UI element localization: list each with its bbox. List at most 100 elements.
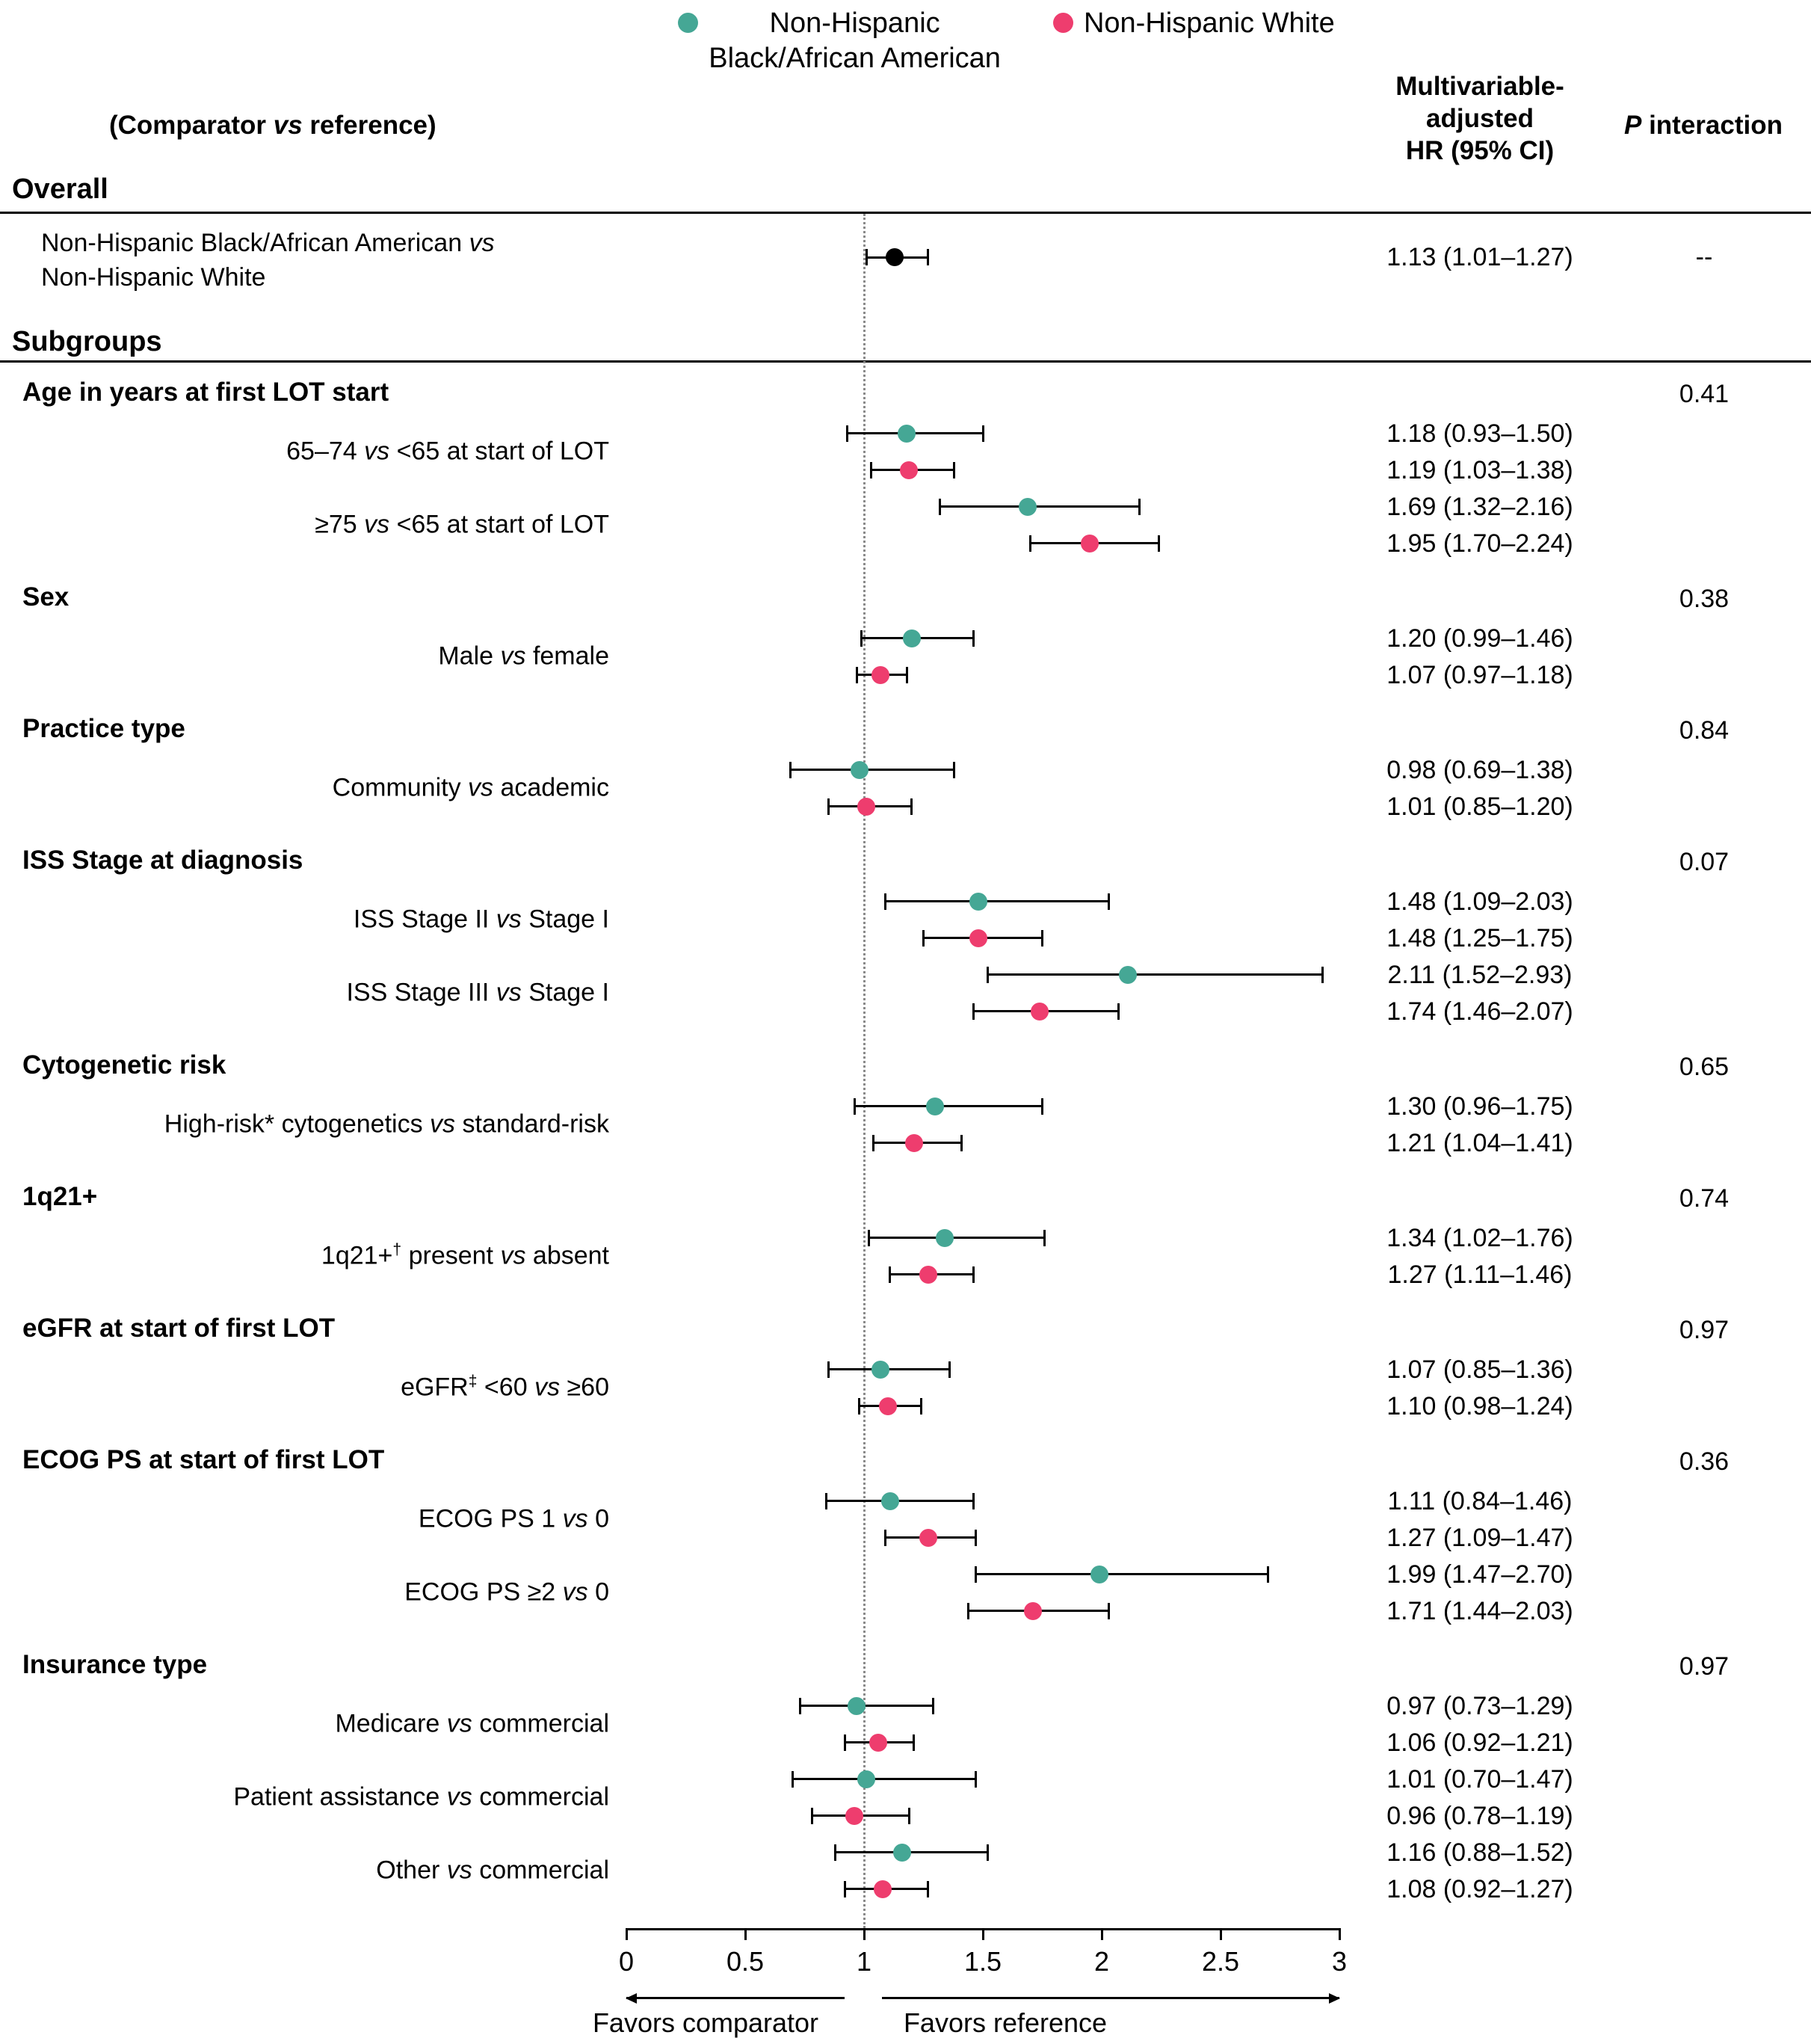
estimate-dot [871, 1360, 890, 1379]
confidence-interval-cap [972, 629, 975, 647]
legend-dot-teal-icon [678, 13, 699, 33]
hr-column-header: Multivariable-adjusted HR (95% CI) [1395, 72, 1564, 165]
estimate-dot [886, 248, 904, 266]
overall-row: Non-Hispanic Black/African American vs No… [0, 214, 1811, 318]
hr-value: 0.96 (0.78–1.19) [1386, 1801, 1573, 1830]
confidence-interval-cap [927, 1880, 930, 1897]
confidence-interval-cap [905, 666, 908, 683]
legend-dot-pink-icon [1052, 13, 1073, 33]
subgroup-header: ISS Stage at diagnosis [22, 846, 303, 875]
subgroup-header-row: ECOG PS at start of first LOT 0.36 [0, 1445, 1811, 1483]
confidence-interval-line [975, 1573, 1268, 1575]
estimate-dot [880, 1492, 899, 1510]
hr-value: 0.98 (0.69–1.38) [1386, 755, 1573, 784]
x-axis-tick [625, 1928, 628, 1940]
confidence-interval-cap [927, 249, 930, 265]
x-axis-tick-label: 0 [618, 1946, 635, 1977]
comparator-reference-header: (Comparator vs reference) [109, 111, 436, 140]
estimate-dot [850, 760, 869, 779]
confidence-interval-cap [907, 1807, 910, 1824]
x-axis-tick [1338, 1928, 1341, 1940]
subgroup-header: Sex [22, 582, 70, 612]
confidence-interval-cap [939, 498, 942, 515]
separator-line [0, 360, 1811, 363]
hr-value: 1.01 (0.70–1.47) [1386, 1764, 1573, 1794]
comparison-row: Medicare vs commercial 0.97 (0.73–1.29) 1.… [0, 1687, 1811, 1761]
plot-region: Non-Hispanic Black/African American vs No… [0, 214, 1811, 2044]
hr-value: 1.21 (1.04–1.41) [1386, 1128, 1573, 1157]
subgroup-header: Practice type [22, 714, 185, 743]
subgroup: eGFR at start of first LOT 0.97 eGFR‡ <60 … [0, 1314, 1811, 1424]
hr-value: 1.99 (1.47–2.70) [1386, 1560, 1573, 1589]
estimate-dot [1090, 1565, 1108, 1583]
subgroup-header-row: Sex 0.38 [0, 582, 1811, 620]
hr-value: 1.16 (0.88–1.52) [1386, 1838, 1573, 1867]
favors-comparator-arrow-icon [626, 1993, 845, 2004]
figure-header: Non-Hispanic Black/African American Non-… [0, 0, 1811, 212]
overall-section-label: Overall [12, 173, 108, 205]
hr-value: 1.01 (0.85–1.20) [1386, 792, 1573, 821]
subgroup-header-row: eGFR at start of first LOT 0.97 [0, 1314, 1811, 1351]
legend-label-line: Black/African American [709, 43, 1001, 74]
comparison-row: ISS Stage II vs Stage I 1.48 (1.09–2.03) 1… [0, 883, 1811, 956]
confidence-interval-cap [953, 761, 956, 778]
subgroup-rows: Age in years at first LOT start 0.41 65–74… [0, 363, 1811, 1907]
p-interaction-value: 0.84 [1679, 716, 1730, 745]
comparison-label: ≥75 vs <65 at start of LOT [315, 510, 609, 539]
hr-value: 1.48 (1.25–1.75) [1386, 923, 1573, 952]
hr-value: 1.18 (0.93–1.50) [1386, 419, 1573, 448]
comparison-row: ECOG PS ≥2 vs 0 1.99 (1.47–2.70) 1.71 (1.4… [0, 1556, 1811, 1629]
confidence-interval-cap [1043, 1229, 1046, 1246]
hr-value: 1.30 (0.96–1.75) [1386, 1092, 1573, 1121]
estimate-dot [904, 1133, 923, 1152]
x-axis-tick-label: 0.5 [726, 1946, 765, 1977]
subgroup: Sex 0.38 Male vs female 1.20 (0.99–1.46) 1.0… [0, 582, 1811, 693]
comparison-label: 1q21+† present vs absent [321, 1241, 609, 1270]
comparison-label: Medicare vs commercial [335, 1709, 609, 1738]
p-interaction-value: 0.97 [1679, 1316, 1730, 1344]
legend-label: Non-Hispanic Black/African American [709, 6, 1001, 76]
confidence-interval-cap [810, 1807, 813, 1824]
estimate-dot [869, 1733, 888, 1752]
confidence-interval-line [790, 769, 954, 771]
confidence-interval-cap [1267, 1566, 1270, 1583]
subgroup-header-row: Age in years at first LOT start 0.41 [0, 378, 1811, 415]
comparison-row: Other vs commercial 1.16 (0.88–1.52) 1.08 … [0, 1834, 1811, 1907]
estimate-dot [1019, 497, 1037, 516]
confidence-interval-cap [884, 893, 887, 910]
comparison-label: 65–74 vs <65 at start of LOT [286, 437, 609, 466]
p-interaction-value: -- [1695, 243, 1713, 271]
hr-value: 1.48 (1.09–2.03) [1386, 887, 1573, 916]
confidence-interval-cap [1108, 893, 1111, 910]
subgroup-header: ECOG PS at start of first LOT [22, 1445, 385, 1474]
confidence-interval-line [869, 1237, 1045, 1239]
hr-value: 1.69 (1.32–2.16) [1386, 492, 1573, 521]
confidence-interval-line [940, 505, 1140, 508]
comparison-row: Community vs academic 0.98 (0.69–1.38) 1.0… [0, 751, 1811, 825]
confidence-interval-cap [972, 1266, 975, 1283]
estimate-dot [845, 1806, 864, 1825]
p-interaction-value: 0.74 [1679, 1184, 1730, 1213]
comparison-label: ECOG PS ≥2 vs 0 [404, 1577, 609, 1607]
estimate-dot [902, 629, 921, 647]
favors-comparator-label: Favors comparator [592, 2007, 819, 2038]
subgroup: Cytogenetic risk 0.65 High-risk* cytogenet… [0, 1050, 1811, 1161]
p-interaction-value: 0.65 [1679, 1053, 1730, 1081]
subgroup-header: 1q21+ [22, 1182, 98, 1211]
comparison-row: Male vs female 1.20 (0.99–1.46) 1.07 (0.97… [0, 620, 1811, 693]
confidence-interval-line [792, 1778, 976, 1780]
x-axis-tick-label: 3 [1331, 1946, 1348, 1977]
estimate-dot [926, 1097, 945, 1115]
x-axis-tick-label: 1 [856, 1946, 872, 1977]
confidence-interval-cap [884, 1529, 887, 1546]
x-axis-tick [863, 1928, 866, 1940]
hr-value: 1.07 (0.85–1.36) [1386, 1355, 1573, 1384]
confidence-interval-cap [827, 1361, 830, 1378]
subgroup-header: Age in years at first LOT start [22, 378, 389, 407]
separator-line [0, 212, 1811, 214]
comparison-row: 65–74 vs <65 at start of LOT 1.18 (0.93–1… [0, 415, 1811, 488]
comparison-label: Patient assistance vs commercial [233, 1782, 609, 1811]
subgroup-header-row: 1q21+ 0.74 [0, 1182, 1811, 1219]
overall-comparison-label: Non-Hispanic Black/African American vs No… [41, 229, 495, 292]
x-axis-tick [1100, 1928, 1103, 1940]
